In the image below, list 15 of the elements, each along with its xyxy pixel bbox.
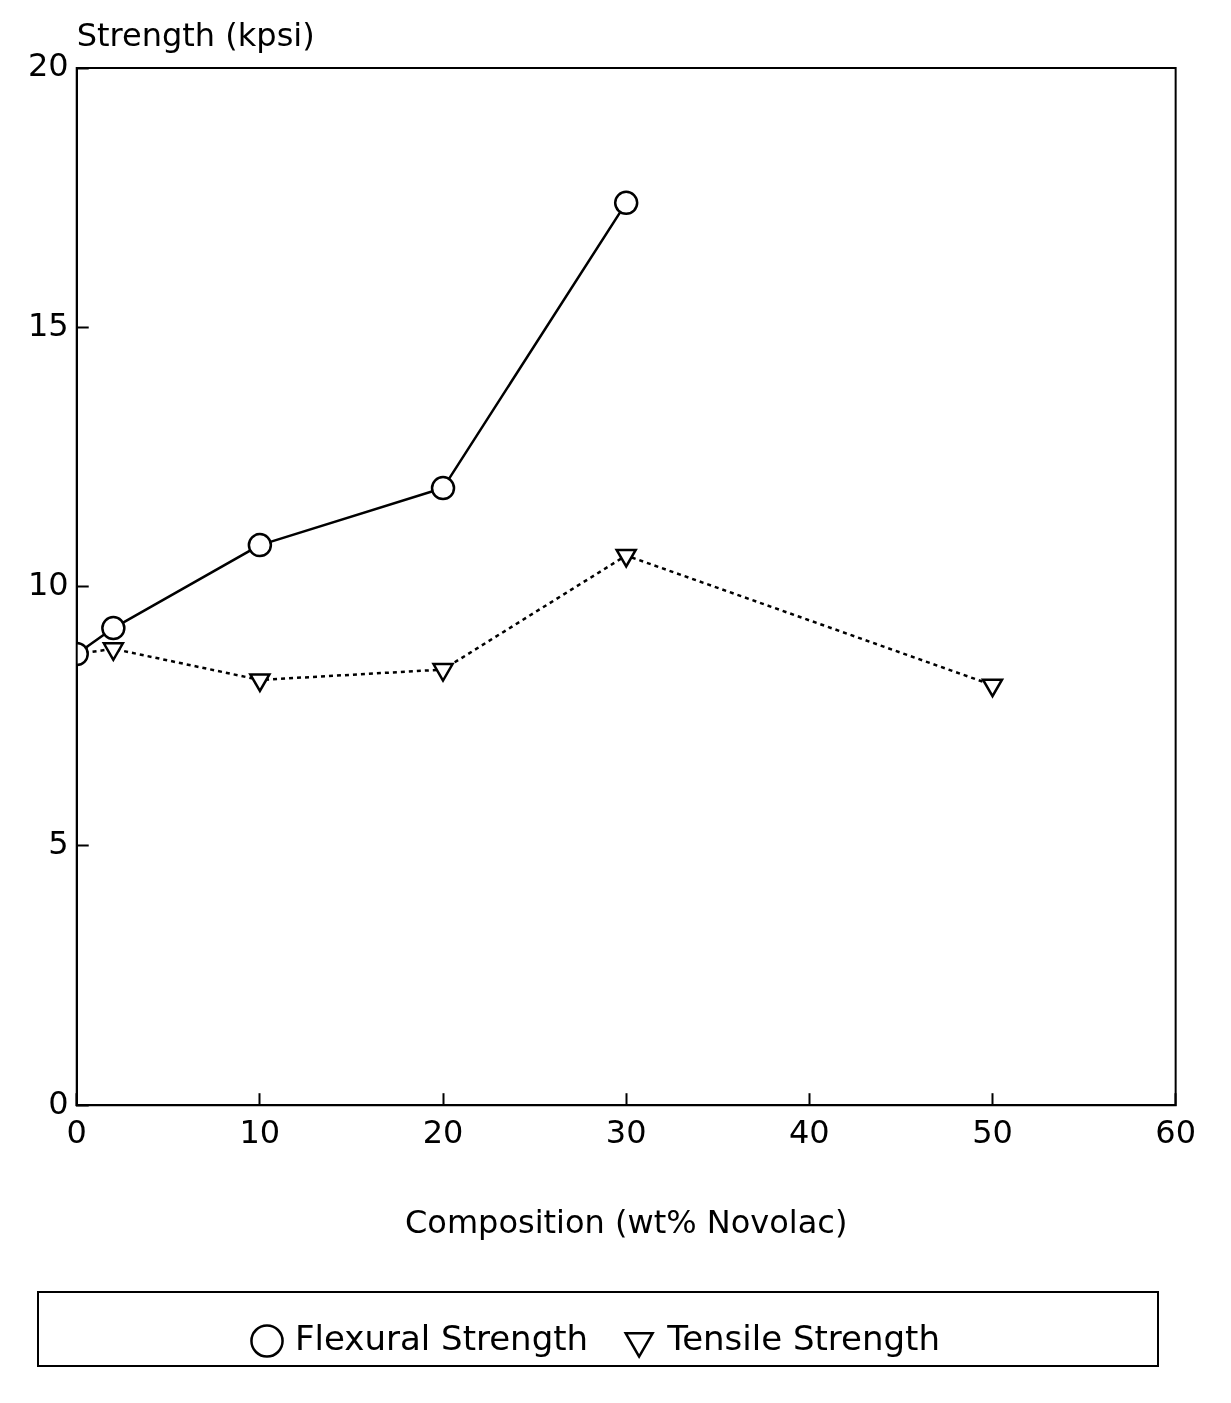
x-tick-label: 20	[422, 1112, 464, 1151]
y-tick-label: 15	[28, 305, 69, 344]
y-tick-label: 20	[28, 46, 69, 85]
legend-label: Flexural Strength	[295, 1317, 589, 1358]
x-tick-label: 60	[1155, 1112, 1196, 1151]
y-axis-title: Strength (kpsi)	[76, 16, 315, 55]
x-axis-title: Composition (wt% Novolac)	[404, 1203, 848, 1242]
y-tick-label: 0	[48, 1083, 69, 1122]
x-tick-label: 30	[605, 1112, 647, 1151]
y-tick-label: 10	[28, 564, 69, 603]
x-tick-label: 40	[788, 1112, 830, 1151]
legend-label: Tensile Strength	[666, 1317, 941, 1358]
x-tick-label: 10	[239, 1112, 281, 1151]
y-tick-label: 5	[48, 824, 69, 863]
x-tick-label: 50	[972, 1112, 1013, 1151]
